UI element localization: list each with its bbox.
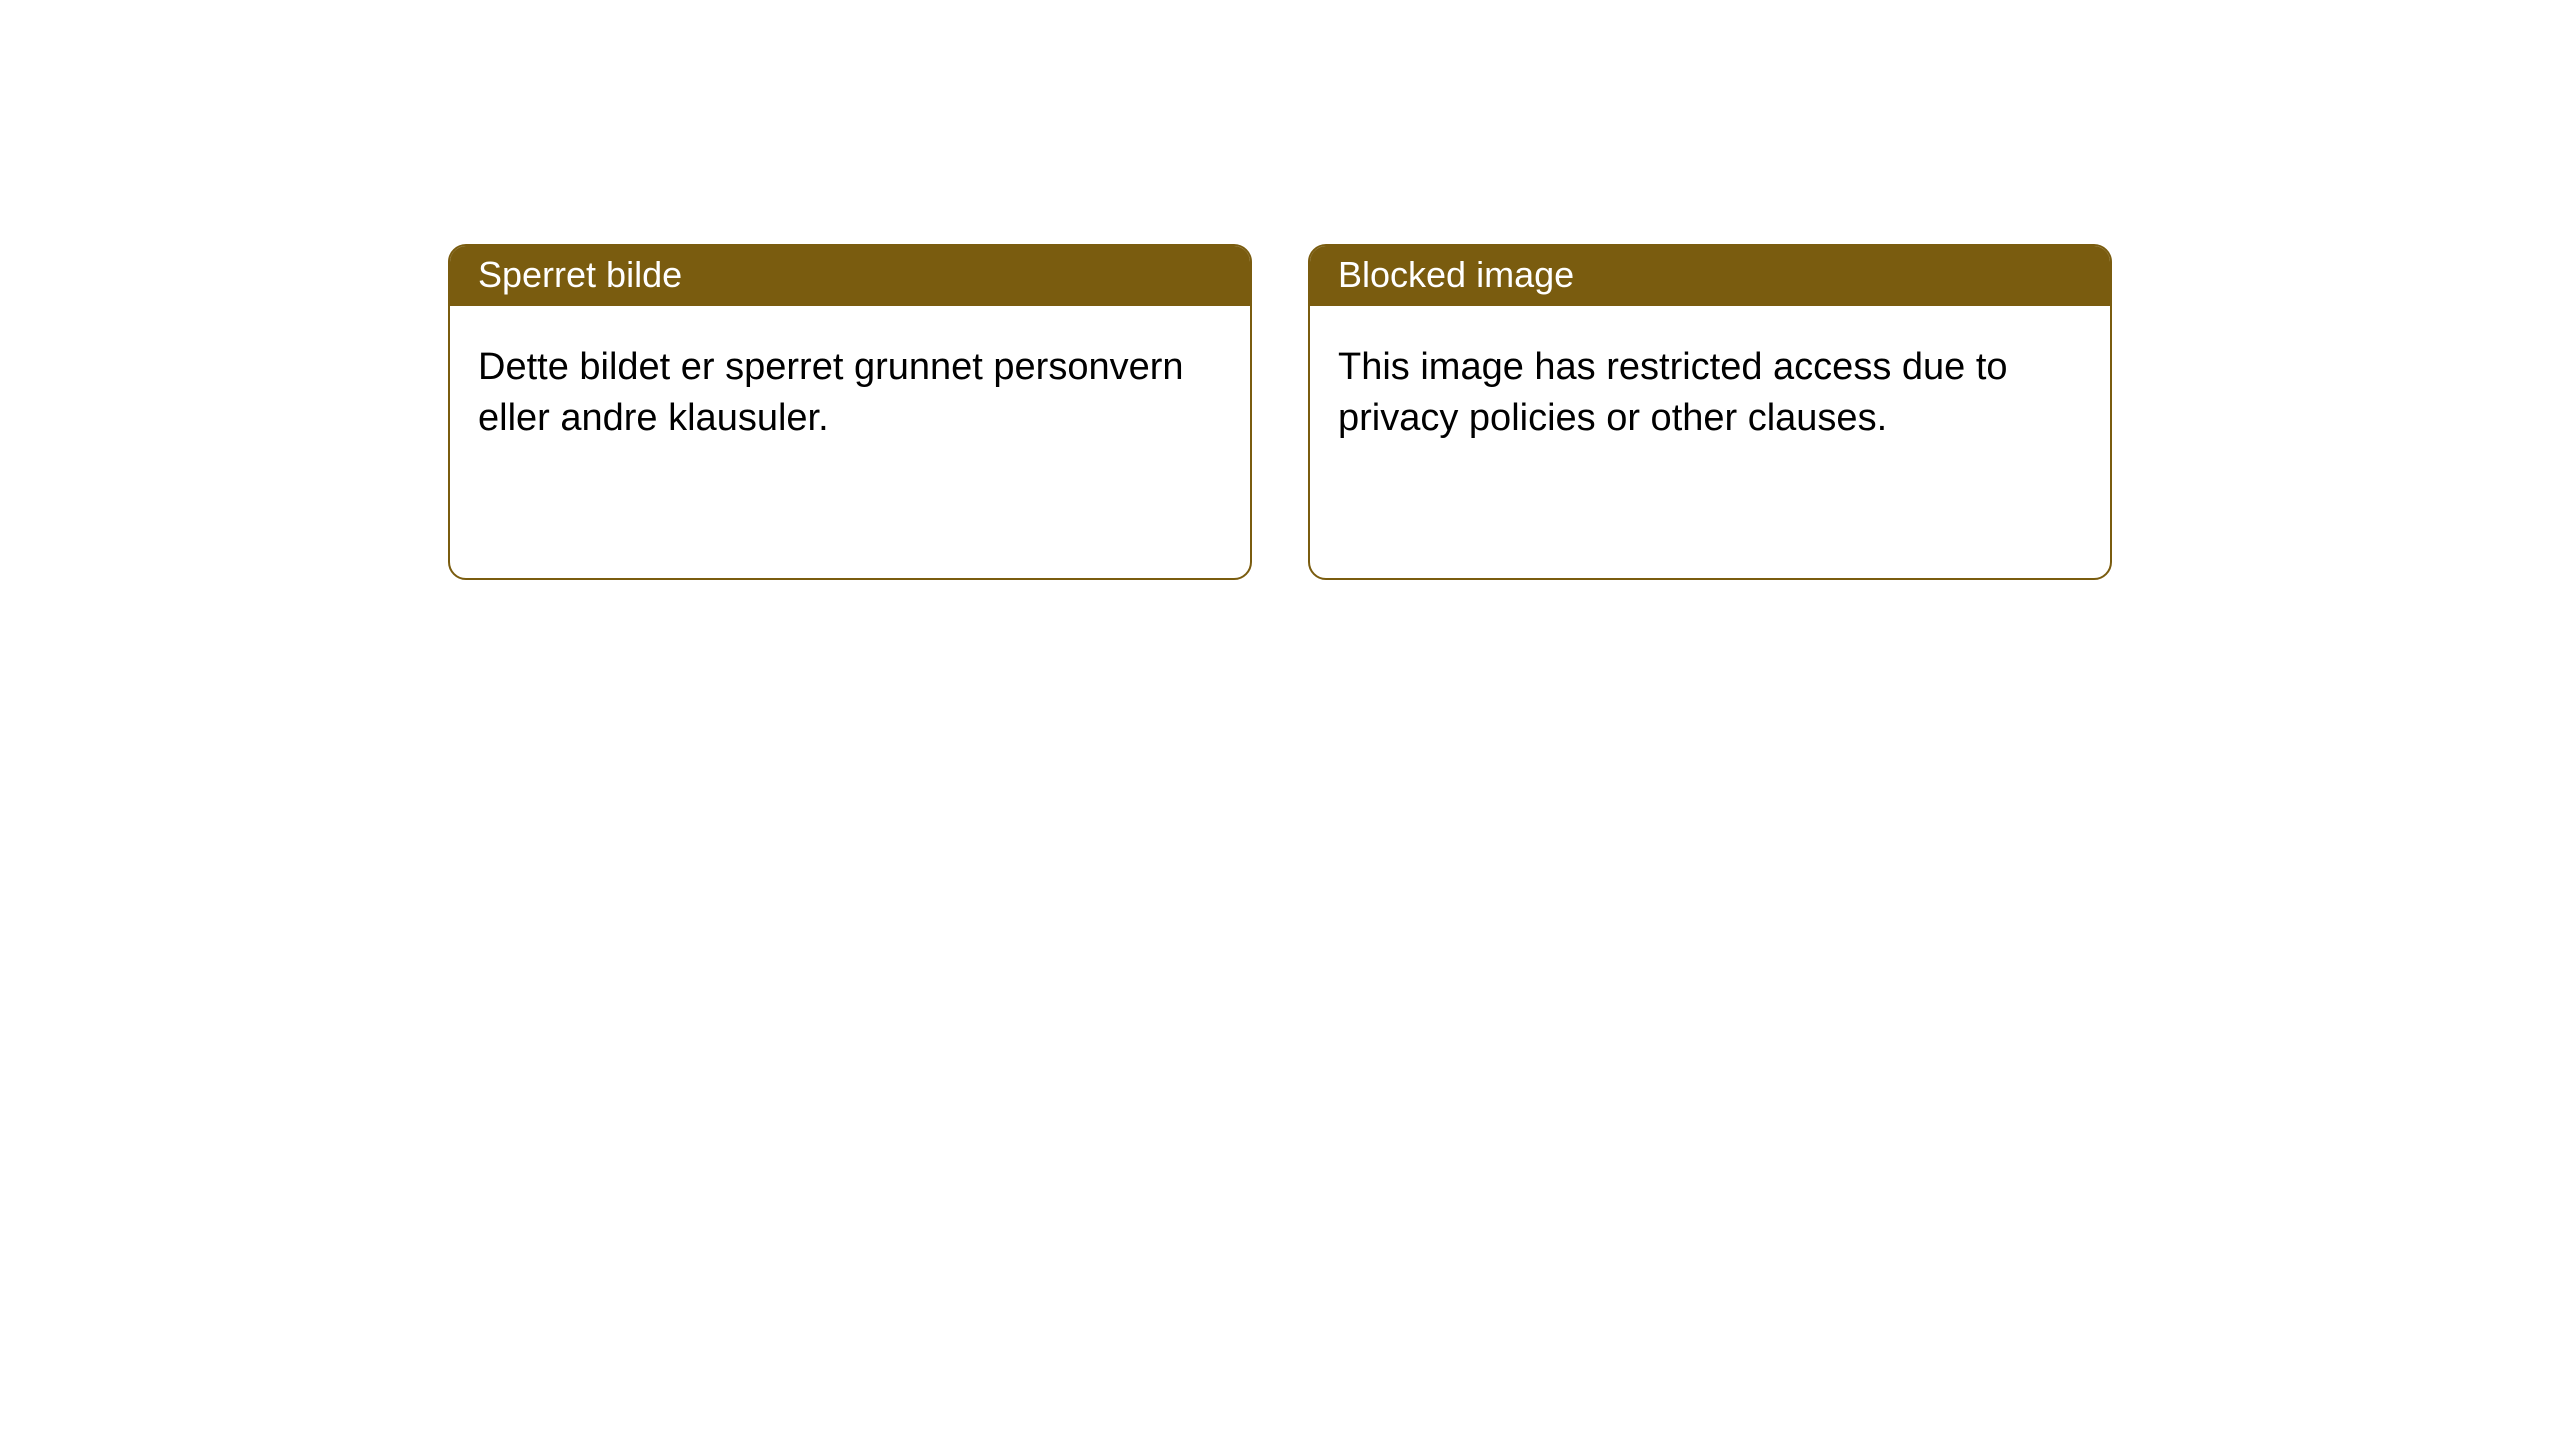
notice-header-no: Sperret bilde xyxy=(450,246,1250,306)
notice-header-en: Blocked image xyxy=(1310,246,2110,306)
notice-card-no: Sperret bilde Dette bildet er sperret gr… xyxy=(448,244,1252,580)
notice-container: Sperret bilde Dette bildet er sperret gr… xyxy=(0,0,2560,580)
notice-body-en: This image has restricted access due to … xyxy=(1310,306,2110,473)
notice-body-no: Dette bildet er sperret grunnet personve… xyxy=(450,306,1250,473)
notice-card-en: Blocked image This image has restricted … xyxy=(1308,244,2112,580)
